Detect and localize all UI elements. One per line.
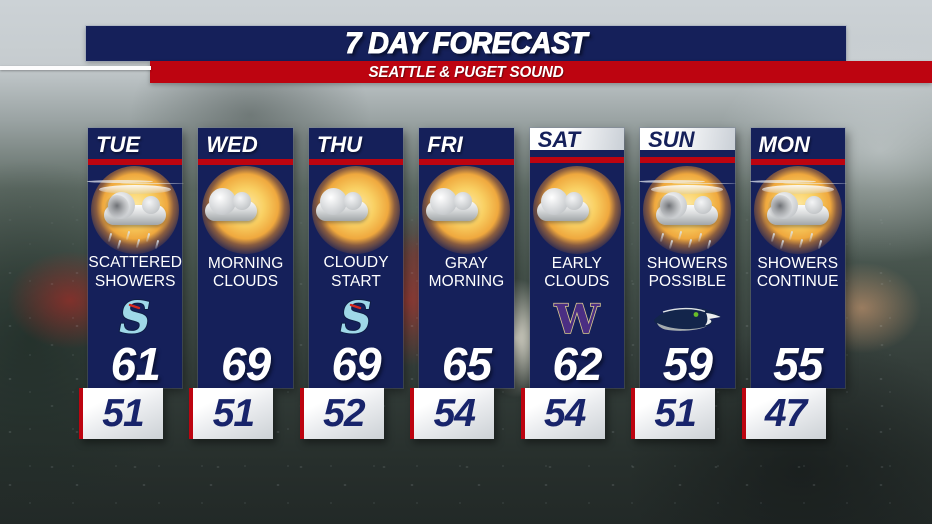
cloud-icon — [536, 187, 589, 221]
logo-spacer — [751, 293, 845, 343]
kraken-logo-icon: S — [309, 293, 403, 343]
day-underline — [308, 159, 404, 165]
subtitle: SEATTLE & PUGET SOUND — [368, 64, 564, 81]
sun-cloud-icon — [309, 165, 403, 254]
day-header: MON — [750, 128, 845, 165]
day-label: MON — [758, 132, 810, 157]
forecast-row: TUE SCATTERED SHOWERS S 61 51 — [79, 128, 845, 440]
condition-text: MORNING CLOUDS — [207, 254, 284, 290]
high-temp: 65 — [441, 337, 492, 390]
low-temp: 54 — [543, 392, 586, 435]
logo-spacer — [198, 293, 292, 343]
high-temp: 59 — [662, 337, 713, 390]
logo-spacer — [419, 293, 513, 343]
low-temp-box: 47 — [741, 388, 826, 439]
day-underline — [88, 159, 183, 165]
wispy-cloud-icon — [99, 185, 172, 194]
seahawks-logo-icon — [640, 293, 734, 343]
svg-text:W: W — [553, 296, 600, 340]
high-temp: 69 — [331, 337, 381, 390]
day-label: TUE — [96, 132, 140, 157]
cloud-icon — [426, 188, 479, 221]
day-label: FRI — [427, 132, 463, 157]
page-title: 7 DAY FORECAST — [345, 26, 588, 60]
forecast-column-sat: SAT EARLY CLOUDS W 62 54 — [520, 128, 625, 439]
cloud-icon — [656, 191, 719, 225]
high-temp: 55 — [773, 337, 823, 390]
kraken-logo-icon: S — [88, 293, 182, 343]
forecast-column-thu: THU CLOUDY START S 69 52 — [299, 128, 404, 439]
forecast-column-mon: MON SHOWERS CONTINUE 55 47 — [741, 128, 845, 439]
condition-text: EARLY CLOUDS — [544, 254, 610, 290]
condition-text: SCATTERED SHOWERS — [88, 254, 183, 290]
header-gap — [530, 150, 624, 157]
condition-text: SHOWERS CONTINUE — [756, 254, 839, 290]
day-underline — [750, 159, 845, 165]
high-temp: 61 — [110, 337, 161, 390]
rain-icon — [769, 230, 827, 251]
wispy-cloud-icon — [651, 184, 724, 194]
day-header: THU — [308, 128, 404, 165]
low-temp: 51 — [212, 392, 255, 435]
low-temp: 51 — [102, 392, 144, 435]
uw-huskies-logo-icon: W — [530, 293, 624, 343]
sun-cloud-icon — [198, 165, 292, 254]
day-label: SAT — [529, 128, 625, 151]
cloud-icon — [205, 188, 258, 221]
day-label: WED — [206, 132, 258, 157]
rain-icon — [106, 230, 164, 251]
cloud-icon — [315, 188, 368, 221]
title-bar: 7 DAY FORECAST — [86, 26, 846, 61]
low-temp-box: 54 — [520, 388, 605, 439]
left-accent-line — [0, 66, 151, 70]
forecast-column-fri: FRI GRAY MORNING 65 54 — [410, 128, 514, 439]
high-temp: 69 — [221, 337, 271, 390]
svg-text:S: S — [340, 293, 372, 343]
forecast-column-tue: TUE SCATTERED SHOWERS S 61 51 — [79, 128, 183, 439]
day-label: SUN — [640, 128, 735, 151]
day-underline — [419, 159, 514, 165]
day-underline — [640, 157, 735, 163]
subtitle-bar — [150, 61, 932, 83]
low-temp-box: 51 — [79, 388, 163, 439]
cloud-icon — [766, 192, 829, 225]
low-temp-box: 51 — [631, 388, 716, 439]
sun-cloud-rain-icon — [88, 165, 182, 254]
low-temp: 47 — [764, 392, 807, 435]
condition-text: CLOUDY START — [323, 254, 389, 290]
forecast-column-wed: WED MORNING CLOUDS 69 51 — [189, 128, 293, 439]
condition-text: GRAY MORNING — [428, 254, 505, 290]
high-temp: 62 — [552, 337, 602, 390]
sun-cloud-rain-icon — [751, 165, 845, 254]
header-gap — [640, 150, 734, 157]
day-header-weekend: SUN — [640, 128, 735, 165]
rain-icon — [658, 230, 716, 251]
low-temp-box: 51 — [189, 388, 274, 439]
svg-text:S: S — [119, 293, 151, 343]
day-header: FRI — [419, 128, 514, 165]
low-temp-box: 54 — [410, 388, 495, 439]
condition-text: SHOWERS POSSIBLE — [646, 254, 728, 290]
day-underline — [198, 159, 293, 165]
day-header: WED — [198, 128, 293, 165]
low-temp: 54 — [433, 392, 476, 435]
day-underline — [529, 157, 625, 163]
forecast-column-sun: SUN SHOWERS POSSIBLE — [631, 128, 735, 439]
sun-cloud-icon — [530, 165, 624, 254]
day-header-weekend: SAT — [529, 128, 625, 165]
day-header: TUE — [88, 128, 183, 165]
day-label: THU — [316, 132, 363, 157]
low-temp-box: 52 — [299, 388, 384, 439]
low-temp: 51 — [654, 392, 696, 435]
low-temp: 52 — [323, 392, 365, 435]
cloud-icon — [104, 192, 167, 225]
sun-cloud-rain-icon — [640, 165, 734, 254]
sun-cloud-icon — [419, 165, 513, 254]
wispy-cloud-icon — [761, 185, 834, 194]
